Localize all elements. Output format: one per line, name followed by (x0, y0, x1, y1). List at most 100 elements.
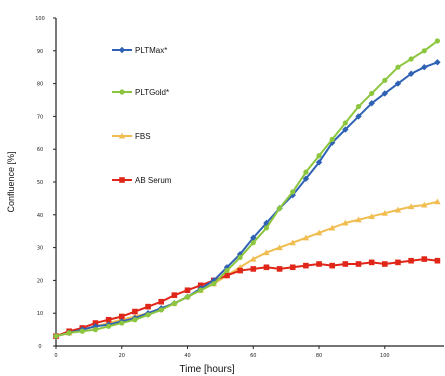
y-axis-title: Confluence [%] (6, 151, 16, 212)
y-tick-label: 40 (37, 213, 43, 219)
data-point-ab-serum (276, 266, 283, 272)
legend: PLTMax* PLTGold* FBS AB Serum (112, 46, 172, 185)
data-point-fbs (394, 206, 402, 213)
x-tick-label: 0 (54, 353, 57, 359)
data-point-pltgold (395, 64, 401, 70)
data-point-pltgold (211, 281, 217, 287)
data-point-pltgold (369, 90, 375, 97)
data-point-ab-serum (316, 261, 322, 267)
data-point-ab-serum (382, 261, 388, 267)
legend-item-pltgold: PLTGold* (112, 88, 169, 97)
data-point-pltgold (421, 48, 427, 54)
y-tick-label: 90 (37, 49, 43, 55)
data-point-pltmax (263, 219, 270, 227)
data-point-fbs (315, 229, 323, 236)
data-point-ab-serum (434, 257, 441, 264)
series-layer (52, 38, 441, 340)
legend-label: AB Serum (135, 176, 172, 185)
data-point-fbs (342, 219, 349, 226)
data-point-ab-serum (171, 292, 178, 298)
data-point-fbs (289, 239, 296, 246)
data-point-pltgold (171, 300, 177, 306)
data-point-ab-serum (158, 298, 165, 305)
data-point-pltmax (368, 100, 375, 107)
legend-label: PLTGold* (135, 88, 169, 97)
y-tick-label: 0 (38, 344, 41, 350)
y-tick-label: 10 (37, 311, 43, 317)
legend-item-fbs: FBS (112, 132, 151, 141)
axes (55, 18, 444, 347)
data-point-pltgold (79, 328, 85, 334)
data-point-fbs (407, 203, 415, 210)
y-tick-label: 70 (37, 114, 43, 120)
data-point-ab-serum (237, 267, 243, 274)
legend-swatch-marker (119, 177, 125, 183)
x-axis-title: Time [hours] (179, 364, 234, 375)
legend-swatch-marker (118, 132, 126, 139)
data-point-fbs (355, 216, 362, 223)
data-point-pltgold (224, 267, 230, 274)
data-point-ab-serum (132, 308, 138, 315)
data-point-pltgold (237, 254, 243, 261)
data-point-fbs (434, 198, 441, 205)
series-ab-serum (53, 256, 441, 339)
y-tick-label: 50 (37, 180, 43, 186)
legend-swatch-marker (119, 89, 125, 95)
data-point-ab-serum (395, 259, 401, 266)
data-point-pltmax (236, 250, 244, 258)
data-point-pltmax (342, 126, 349, 133)
y-tick-label: 20 (37, 278, 43, 284)
data-point-ab-serum (224, 272, 230, 279)
data-point-ab-serum (92, 320, 99, 326)
data-point-pltmax (421, 64, 428, 71)
data-point-pltgold (342, 120, 348, 126)
data-point-pltmax (210, 277, 218, 284)
data-point-fbs (421, 201, 428, 208)
x-tick-label: 40 (184, 353, 190, 359)
data-point-ab-serum (355, 261, 362, 267)
legend-label: FBS (135, 132, 151, 141)
data-point-pltgold (434, 38, 441, 44)
y-tick-label: 100 (35, 16, 45, 22)
x-tick-label: 20 (119, 353, 125, 359)
data-point-ab-serum (263, 264, 270, 271)
series-line-fbs (55, 200, 438, 338)
data-point-fbs (368, 213, 375, 219)
x-tick-group: 0 20 40 60 80 100 (54, 346, 390, 359)
series-line-pltgold (55, 40, 439, 338)
x-tick-label: 80 (316, 353, 322, 359)
data-point-pltmax (394, 80, 402, 87)
data-point-pltgold (145, 312, 151, 318)
legend-item-pltmax: PLTMax* (112, 46, 167, 55)
data-point-pltgold (382, 77, 388, 83)
data-point-ab-serum (329, 262, 336, 269)
data-point-ab-serum (289, 264, 296, 271)
data-point-pltgold (184, 294, 191, 300)
y-tick-label: 80 (37, 82, 43, 88)
data-point-ab-serum (250, 266, 257, 272)
data-point-ab-serum (118, 313, 125, 320)
data-point-fbs (250, 255, 257, 262)
data-point-pltgold (132, 317, 138, 323)
y-tick-label: 30 (37, 246, 43, 252)
series-line-pltmax (55, 61, 438, 338)
x-tick-label: 60 (250, 353, 256, 359)
x-tick-label: 100 (380, 353, 390, 359)
data-point-pltmax (407, 70, 415, 77)
data-point-ab-serum (368, 259, 375, 266)
y-tick-label: 60 (37, 147, 43, 153)
data-point-pltgold (303, 169, 309, 175)
data-point-pltgold (53, 333, 59, 339)
data-point-pltmax (434, 59, 441, 66)
data-point-pltgold (316, 153, 322, 159)
data-point-pltmax (355, 113, 362, 120)
data-point-pltgold (119, 320, 125, 326)
data-point-pltgold (408, 56, 414, 62)
data-point-fbs (302, 234, 310, 241)
data-point-pltgold (198, 287, 204, 293)
data-point-pltgold (329, 136, 335, 142)
data-point-ab-serum (184, 287, 191, 294)
data-point-pltmax (302, 175, 310, 182)
data-point-pltgold (263, 225, 270, 231)
